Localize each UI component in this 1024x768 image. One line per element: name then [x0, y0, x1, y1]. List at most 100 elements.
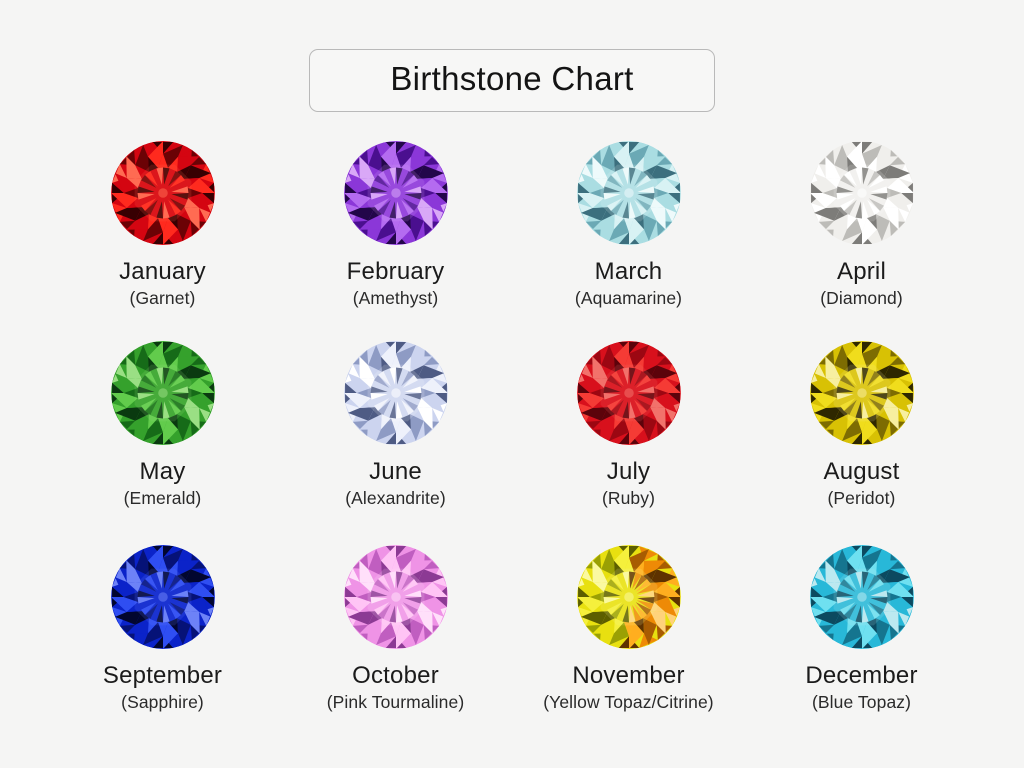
gem-facet: [125, 414, 149, 430]
birthstone-cell-may[interactable]: May (Emerald): [46, 340, 279, 544]
gem-facet: [126, 581, 142, 593]
gem-facet: [409, 611, 424, 625]
gem-facets-group: [809, 341, 914, 445]
gem-facet: [382, 200, 393, 218]
gem-facet: [600, 345, 615, 372]
gem-facets-group: [809, 141, 914, 245]
stone-label: (Aquamarine): [574, 288, 683, 309]
gem-facet: [176, 560, 200, 576]
birthstone-cell-december[interactable]: December (Blue Topaz): [745, 544, 978, 744]
gem-facet: [343, 393, 371, 409]
gem-facet: [416, 611, 433, 634]
birthstone-cell-february[interactable]: February (Amethyst): [279, 140, 512, 340]
gem-facet: [155, 201, 163, 219]
gem-facet: [603, 386, 621, 393]
gem-facet: [134, 611, 149, 625]
gem-facet: [606, 398, 622, 411]
gem-facet: [402, 579, 418, 592]
gem-facet: [839, 375, 855, 388]
gem-center-sparkle: [623, 388, 634, 398]
gem-facet: [623, 417, 634, 433]
gem-facet: [635, 198, 651, 211]
birthstone-cell-august[interactable]: August (Peridot): [745, 340, 978, 544]
gem-facet: [137, 380, 155, 390]
birthstone-cell-march[interactable]: March (Aquamarine): [512, 140, 745, 340]
gem-facet: [416, 581, 432, 593]
gem-facet: [157, 557, 168, 573]
gem-facets-group: [343, 141, 448, 245]
gem-facet: [187, 393, 211, 413]
gem-facet: [633, 370, 647, 387]
gem-facet: [846, 156, 857, 172]
birthstone-cell-april[interactable]: April (Diamond): [745, 140, 978, 340]
birthstone-cell-july[interactable]: July (Ruby): [512, 340, 745, 544]
gem-facet: [380, 156, 391, 172]
birthstone-cell-january[interactable]: January (Garnet): [46, 140, 279, 340]
gem-facet: [649, 581, 665, 593]
gem-facet: [636, 396, 654, 406]
gem-facet: [416, 377, 432, 389]
gem-facet: [869, 597, 887, 604]
gem-facet: [380, 560, 391, 576]
gem-facet: [423, 624, 439, 641]
gem-facet: [854, 571, 862, 589]
gem-facet: [628, 417, 644, 445]
gem-facet: [110, 193, 138, 209]
gem-facet: [861, 345, 882, 369]
gem-facet: [833, 407, 848, 421]
gem-center-sparkle: [856, 592, 867, 602]
birthstone-cell-october[interactable]: October (Pink Tourmaline): [279, 544, 512, 744]
gem-facet: [592, 177, 608, 189]
gem-facet: [390, 621, 401, 637]
gem-facet: [183, 397, 199, 409]
gem-facet: [861, 167, 869, 185]
gem-facet: [400, 199, 414, 216]
gem-facet: [167, 156, 178, 172]
gem-facet: [585, 220, 601, 237]
gem-facet: [137, 180, 155, 190]
gem-facet: [868, 375, 884, 388]
gem-facet: [126, 177, 142, 189]
gem-facet: [398, 200, 409, 218]
gem-facet: [402, 198, 418, 211]
gem-facet: [628, 367, 636, 385]
birthstone-cell-june[interactable]: June (Alexandrite): [279, 340, 512, 544]
gem-facet: [395, 417, 411, 445]
gem-facet: [841, 621, 862, 645]
gem-facet: [592, 377, 608, 389]
gem-facet: [631, 400, 642, 418]
gemstone-icon: [110, 545, 215, 649]
gem-facet: [836, 193, 854, 200]
gem-facet: [137, 590, 155, 597]
gem-facet: [866, 603, 880, 620]
gem-facet: [367, 165, 382, 179]
gem-facet: [636, 380, 654, 390]
gem-facet: [813, 611, 841, 625]
gem-facet: [633, 603, 647, 620]
gem-facet: [580, 611, 608, 625]
gem-facet: [377, 574, 391, 591]
gem-facet: [165, 368, 176, 386]
gem-facet: [377, 199, 391, 216]
gem-facet: [114, 407, 142, 421]
birthstone-cell-november[interactable]: November (Yellow Topaz/Citrine): [512, 544, 745, 744]
birthstone-cell-september[interactable]: September (Sapphire): [46, 544, 279, 744]
gem-facet: [409, 414, 424, 441]
gem-facet: [370, 396, 388, 406]
gem-facet: [856, 621, 867, 637]
gem-facet: [606, 375, 622, 388]
gem-facet: [813, 207, 841, 221]
gem-facet: [147, 141, 163, 169]
gem-facet: [869, 584, 887, 594]
gem-facet: [833, 569, 848, 583]
gem-facet: [848, 168, 859, 186]
gem-facet: [591, 356, 608, 379]
gem-facets-group: [343, 341, 448, 445]
gemstone-icon: [110, 141, 215, 245]
gem-facet: [390, 353, 401, 369]
gem-facet: [875, 365, 890, 379]
gem-facet: [347, 373, 371, 393]
gem-facet: [134, 365, 149, 379]
gem-facet: [600, 611, 615, 625]
gem-facet: [183, 197, 199, 209]
